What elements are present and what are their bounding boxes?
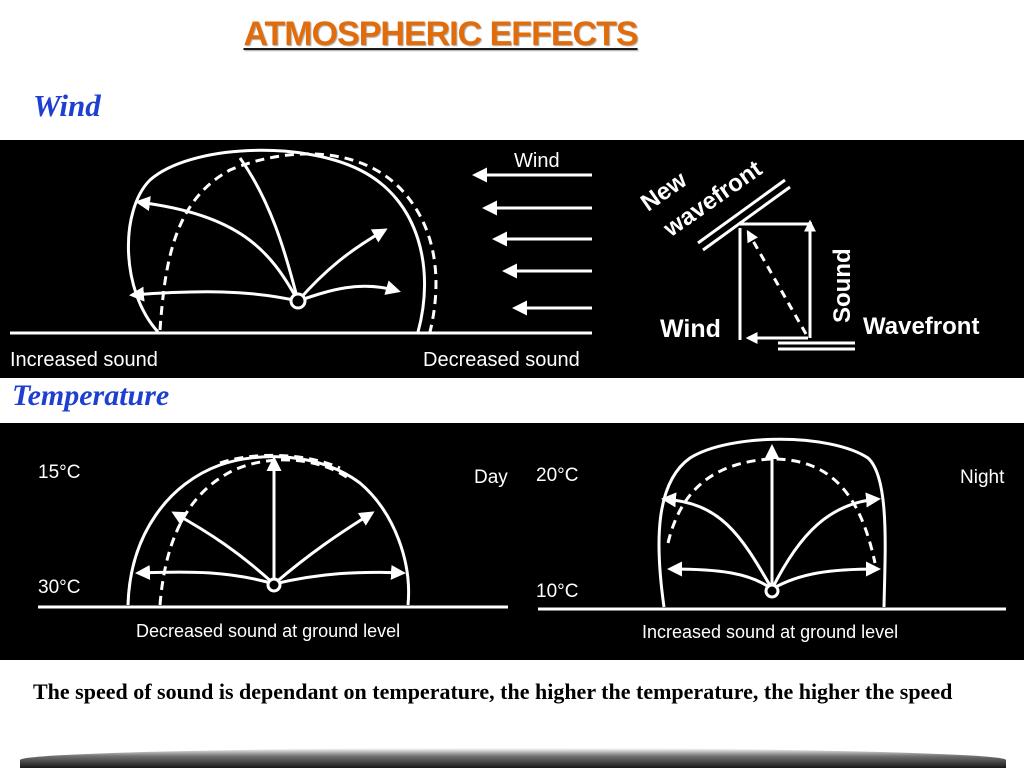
wind-wavefront-dashed bbox=[158, 152, 438, 333]
wind-diagram-panel: Wind Increased sound Decreased sound New… bbox=[0, 140, 1024, 378]
night-ray-right bbox=[771, 561, 881, 591]
new-wavefront-line bbox=[702, 185, 791, 252]
day-caption: Decreased sound at ground level bbox=[136, 621, 400, 641]
temperature-diagram: 15°C 30°C Day Decreased sound at ground … bbox=[38, 437, 1006, 642]
night-top-temp: 20°C bbox=[536, 465, 578, 486]
vector-sound-label: Sound bbox=[829, 248, 856, 323]
day-sound-source bbox=[266, 577, 282, 593]
temperature-diagram-panel: 15°C 30°C Day Decreased sound at ground … bbox=[0, 423, 1024, 660]
wind-heading: Wind bbox=[33, 88, 101, 123]
day-bottom-temp: 30°C bbox=[38, 577, 80, 598]
night-sound-source bbox=[764, 583, 780, 599]
wind-wavefront-solid bbox=[127, 148, 427, 334]
day-wavefront-dashed bbox=[158, 458, 349, 606]
vector-wind-label: Wind bbox=[660, 315, 721, 343]
day-period-label: Day bbox=[474, 467, 508, 488]
explanation-text: The speed of sound is dependant on tempe… bbox=[33, 679, 953, 704]
day-wavefront-dashed-top bbox=[219, 453, 341, 470]
night-ray-upper-left bbox=[661, 492, 774, 590]
wind-arrows-label: Wind bbox=[514, 150, 560, 172]
resultant-vector bbox=[746, 229, 808, 335]
night-ray-upper-right bbox=[770, 492, 881, 590]
day-ray-upper-left bbox=[171, 511, 276, 586]
wind-ray-upper-right bbox=[296, 228, 388, 302]
wind-diagram: Wind Increased sound Decreased sound New… bbox=[10, 148, 979, 371]
increased-sound-label: Increased sound bbox=[10, 349, 158, 371]
wind-ray-upper-left bbox=[135, 196, 300, 302]
page-title: ATMOSPHERIC EFFECTS bbox=[243, 15, 638, 53]
temperature-heading: Temperature bbox=[12, 379, 170, 412]
day-ray-right bbox=[273, 564, 406, 586]
footer-shadow-bar bbox=[20, 748, 1006, 768]
decreased-sound-label: Decreased sound bbox=[423, 349, 580, 371]
night-period-label: Night bbox=[960, 467, 1005, 488]
wind-ray-up bbox=[238, 157, 300, 302]
night-wavefront-solid bbox=[657, 437, 887, 608]
night-caption: Increased sound at ground level bbox=[642, 622, 898, 642]
wind-ray-left bbox=[129, 286, 299, 303]
day-top-temp: 15°C bbox=[38, 462, 80, 483]
night-bottom-temp: 10°C bbox=[536, 581, 578, 602]
vector-wavefront-label: Wavefront bbox=[863, 313, 979, 340]
day-ray-upper-right bbox=[273, 511, 375, 586]
new-wavefront-line bbox=[697, 178, 786, 245]
day-ray-left bbox=[135, 565, 275, 586]
wind-ray-right bbox=[297, 280, 401, 303]
night-ray-left bbox=[667, 561, 773, 591]
sound-source bbox=[289, 292, 307, 310]
